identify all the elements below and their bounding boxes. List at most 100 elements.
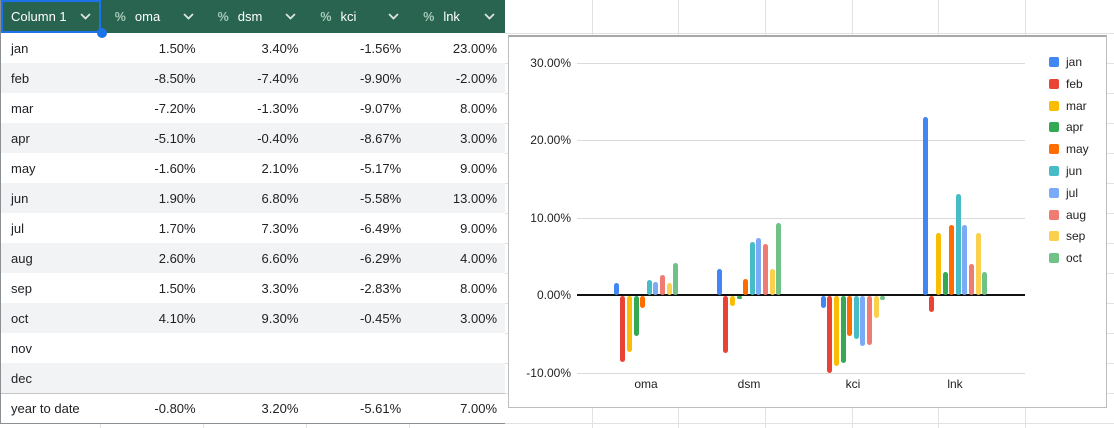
legend-item-jan[interactable]: jan [1049,52,1082,72]
value-cell[interactable]: 7.30% [261,220,299,236]
value-cell[interactable]: -8.50% [154,70,196,86]
value-cell[interactable]: -9.90% [360,70,402,86]
bar-mar-lnk[interactable] [936,233,941,295]
bar-jun-oma[interactable] [646,280,652,295]
value-cell[interactable]: 7.00% [460,401,498,416]
row-label-cell[interactable]: aug [11,250,33,266]
chevron-down-icon[interactable] [484,13,495,20]
legend-item-feb[interactable]: feb [1049,74,1083,94]
row-label-cell[interactable]: apr [11,130,30,146]
bar-feb-oma[interactable] [620,296,626,362]
value-cell[interactable]: 9.00% [460,160,498,176]
value-cell[interactable]: -6.49% [360,220,402,236]
bar-jan-lnk[interactable] [922,116,928,296]
value-cell[interactable]: 4.00% [460,250,498,266]
bar-jul-oma[interactable] [653,281,659,295]
bar-jul-kci[interactable] [860,296,866,347]
bar-sep-lnk[interactable] [975,233,981,295]
value-cell[interactable]: 3.40% [261,40,299,56]
bar-jul-dsm[interactable] [756,238,762,295]
value-cell[interactable]: 1.90% [158,190,196,206]
column-header-oma[interactable]: % oma [101,0,204,33]
bar-mar-kci[interactable] [834,296,839,367]
table-row-feb[interactable]: feb -8.50% -7.40% -9.90% -2.00% [1,63,505,93]
table-row-dec[interactable]: dec [1,363,505,393]
table-row-sep[interactable]: sep 1.50% 3.30% -2.83% 8.00% [1,273,505,303]
value-cell[interactable]: -5.17% [360,160,402,176]
bar-feb-dsm[interactable] [723,296,729,354]
value-cell[interactable]: 13.00% [452,190,498,206]
row-label-cell[interactable]: mar [11,100,34,116]
bar-apr-oma[interactable] [633,296,639,336]
row-label-cell[interactable]: jun [11,190,29,206]
table-row-may[interactable]: may -1.60% 2.10% -5.17% 9.00% [1,153,505,183]
column-header-dsm[interactable]: % dsm [204,0,307,33]
bar-feb-lnk[interactable] [929,296,935,312]
bar-apr-dsm[interactable] [736,296,742,300]
bar-oct-kci[interactable] [880,296,886,300]
value-cell[interactable]: -5.61% [360,401,402,416]
row-label-cell[interactable]: oct [11,310,29,326]
value-cell[interactable]: -7.40% [257,70,299,86]
bar-may-lnk[interactable] [949,225,955,296]
bar-jan-oma[interactable] [613,283,619,295]
value-cell[interactable]: -2.83% [360,280,402,296]
legend-item-jul[interactable]: jul [1049,183,1078,203]
bar-aug-dsm[interactable] [763,243,768,295]
value-cell[interactable]: -5.58% [360,190,402,206]
bar-sep-dsm[interactable] [769,269,775,295]
legend-item-sep[interactable]: sep [1049,226,1085,246]
chart-card[interactable]: 30.00% 20.00% 10.00% 0.00% -10.00% oma dsm kci l… [508,35,1107,408]
value-cell[interactable]: -9.07% [360,100,402,116]
row-label-cell[interactable]: year to date [11,401,80,416]
table-row-year-to-date[interactable]: year to date -0.80% 3.20% -5.61% 7.00% [1,393,505,423]
legend-item-aug[interactable]: aug [1049,205,1086,225]
value-cell[interactable]: -0.45% [360,310,402,326]
bar-jun-kci[interactable] [853,296,859,340]
value-cell[interactable]: -2.00% [455,70,498,86]
value-cell[interactable]: -0.40% [257,130,299,146]
chevron-down-icon[interactable] [285,13,296,20]
value-cell[interactable]: 3.30% [261,280,299,296]
value-cell[interactable]: -7.20% [154,100,196,116]
table-row-mar[interactable]: mar -7.20% -1.30% -9.07% 8.00% [1,93,505,123]
value-cell[interactable]: -8.67% [360,130,402,146]
column-header-kci[interactable]: % kci [306,0,409,33]
value-cell[interactable]: 23.00% [452,40,498,56]
bar-aug-oma[interactable] [660,274,665,295]
value-cell[interactable]: -1.30% [257,100,299,116]
value-cell[interactable]: 9.00% [460,220,498,236]
row-label-cell[interactable]: feb [11,70,30,86]
column-header-lnk[interactable]: % lnk [409,0,505,33]
row-label-cell[interactable]: jul [11,220,25,236]
bar-may-kci[interactable] [847,296,853,337]
bar-jan-dsm[interactable] [716,268,722,295]
bar-jun-lnk[interactable] [955,194,961,296]
chevron-down-icon[interactable] [80,13,91,20]
legend-item-may[interactable]: may [1049,139,1089,159]
bar-sep-oma[interactable] [666,283,672,295]
bar-may-oma[interactable] [640,296,646,309]
bar-oct-oma[interactable] [673,263,679,295]
bar-aug-lnk[interactable] [969,264,974,295]
legend-item-oct[interactable]: oct [1049,248,1082,268]
table-row-aug[interactable]: aug 2.60% 6.60% -6.29% 4.00% [1,243,505,273]
row-label-cell[interactable]: dec [11,370,32,386]
value-cell[interactable]: 8.00% [460,100,498,116]
value-cell[interactable]: -0.80% [154,401,196,416]
value-cell[interactable]: 8.00% [460,280,498,296]
bar-aug-kci[interactable] [867,296,872,345]
bar-oct-lnk[interactable] [982,271,988,296]
chevron-down-icon[interactable] [388,13,399,20]
bar-jul-lnk[interactable] [962,225,968,296]
table-row-jan[interactable]: jan 1.50% 3.40% -1.56% 23.00% [1,33,505,63]
bar-sep-kci[interactable] [873,296,879,318]
table-row-nov[interactable]: nov [1,333,505,363]
chevron-down-icon[interactable] [183,13,194,20]
row-label-cell[interactable]: may [11,160,36,176]
row-label-cell[interactable]: nov [11,340,32,356]
value-cell[interactable]: 9.30% [261,310,299,326]
value-cell[interactable]: 3.00% [460,310,498,326]
value-cell[interactable]: 3.00% [460,130,498,146]
bar-apr-lnk[interactable] [942,271,948,296]
